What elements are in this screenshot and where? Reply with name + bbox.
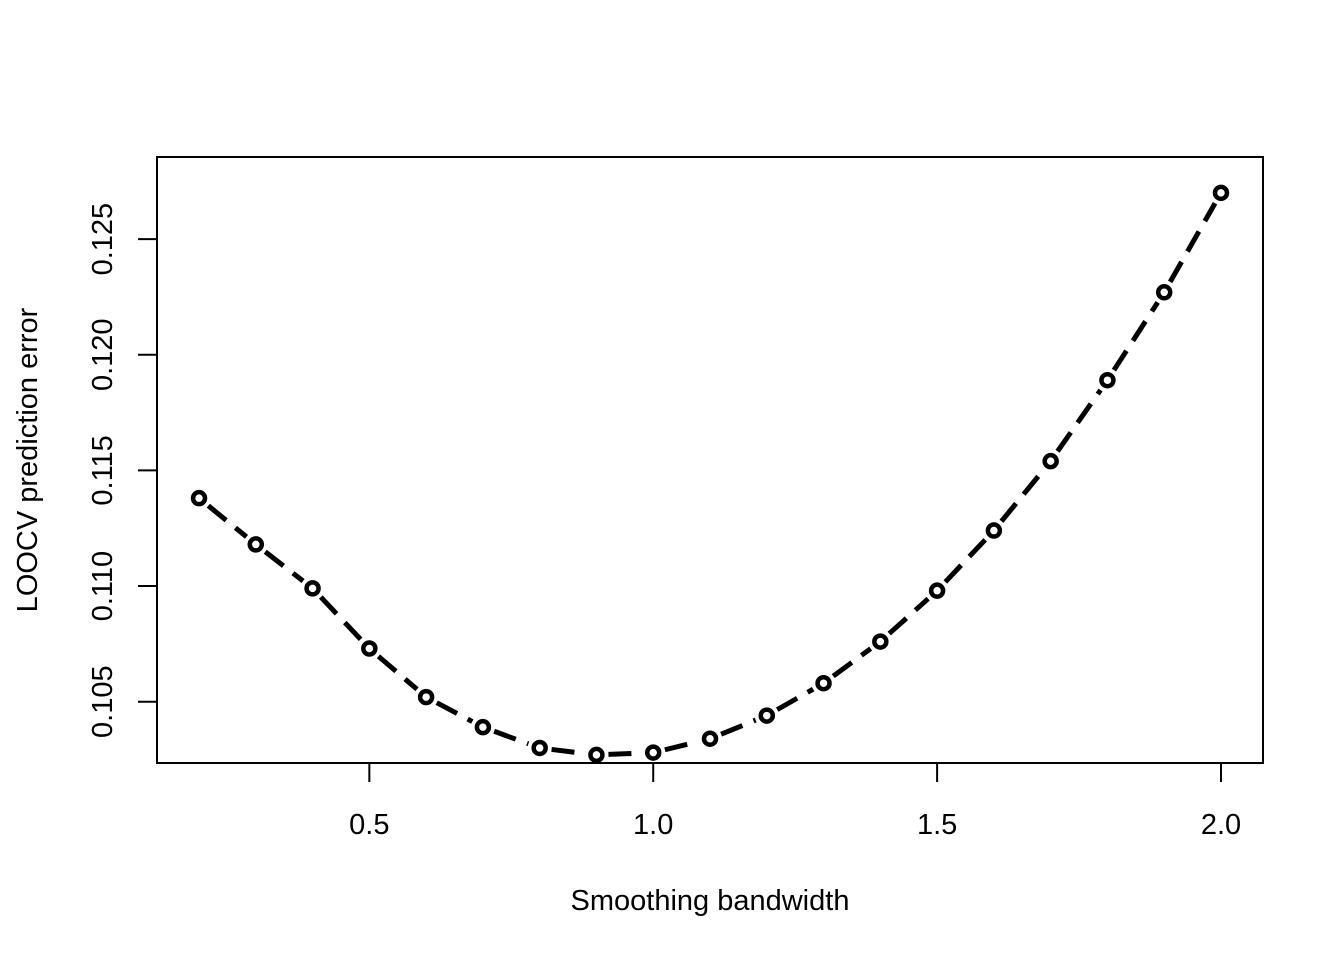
series-line-segment [376,654,419,692]
series-line-segment [775,686,815,712]
data-point [474,718,492,736]
series-line-segment [318,595,363,642]
series-line-segment [943,537,988,584]
x-tick-label: 0.5 [349,809,389,841]
y-tick-label: 0.115 [87,435,119,505]
series-line-segment [1055,388,1103,453]
y-axis: 0.105 0.110 0.115 0.120 0.125 [87,203,158,738]
data-point [758,707,776,724]
series-line-segment [831,646,873,679]
series-layer [190,184,1230,764]
series-line-segment [999,468,1045,523]
plot-frame [156,156,1264,764]
x-tick-label: 1.5 [917,809,957,841]
data-point [247,536,265,553]
series-line-segment [608,750,642,757]
data-point [1099,371,1116,389]
data-point [361,640,378,657]
series-line-segment [720,717,757,737]
series-line-segment [263,549,305,584]
data-point [304,580,321,597]
data-point [928,582,946,599]
x-axis-label: Smoothing bandwidth [571,885,850,917]
y-tick-label: 0.110 [87,551,119,621]
data-point [644,744,662,761]
data-point [190,489,208,507]
data-point [872,633,889,650]
series-line-segment [664,739,699,753]
series-line-segment [1167,202,1218,284]
data-point [531,739,548,757]
data-point [588,746,605,764]
series-line-segment [551,746,585,756]
y-axis-label: LOOCV prediction error [12,307,44,612]
y-tick-label: 0.120 [87,318,119,391]
data-point [985,522,1003,539]
x-tick-label: 1.0 [633,809,673,841]
data-point [1155,284,1173,301]
data-point [417,688,435,706]
series-line-segment [435,700,474,724]
series-line-segment [1111,301,1160,372]
series-line-segment [206,503,249,539]
series-line-segment [493,728,530,747]
y-tick-label: 0.125 [87,203,119,276]
data-point [1212,184,1230,202]
x-tick-label: 2.0 [1201,809,1241,841]
data-point [1042,452,1059,470]
x-axis: 0.5 1.0 1.5 2.0 [349,762,1241,841]
series-line-segment [887,596,930,636]
y-tick-label: 0.105 [87,665,119,738]
data-point [701,730,719,747]
data-point [815,674,832,692]
